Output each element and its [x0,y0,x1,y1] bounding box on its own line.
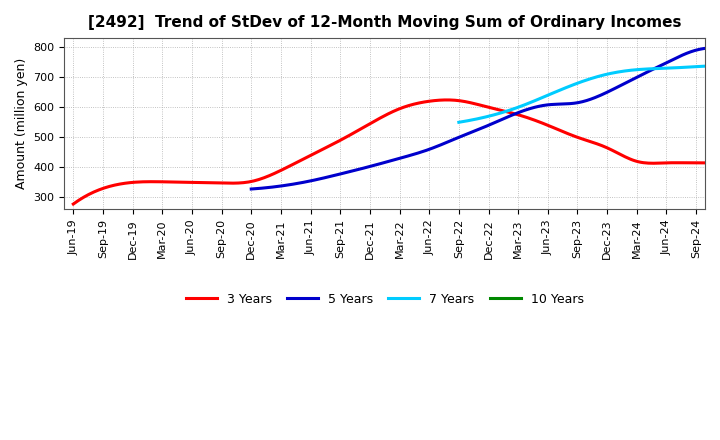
3 Years [71,200,80,205]
3 Years [544,123,552,128]
Title: [2492]  Trend of StDev of 12-Month Moving Sum of Ordinary Incomes: [2492] Trend of StDev of 12-Month Moving… [88,15,681,30]
3 Years [528,117,536,122]
3 Years [69,202,78,207]
7 Years [631,67,639,73]
7 Years [454,120,463,125]
7 Years [456,120,464,125]
Legend: 3 Years, 5 Years, 7 Years, 10 Years: 3 Years, 5 Years, 7 Years, 10 Years [181,288,589,311]
7 Years [704,63,713,69]
Line: 3 Years: 3 Years [73,100,720,204]
5 Years [618,82,626,88]
Y-axis label: Amount (million yen): Amount (million yen) [15,58,28,189]
5 Years [249,186,258,191]
Line: 7 Years: 7 Years [459,65,720,122]
7 Years [630,67,639,73]
3 Years [531,117,539,123]
5 Years [628,77,636,82]
5 Years [616,83,624,88]
Line: 5 Years: 5 Years [251,47,720,189]
3 Years [443,97,451,103]
5 Years [247,187,256,192]
7 Years [636,67,644,72]
